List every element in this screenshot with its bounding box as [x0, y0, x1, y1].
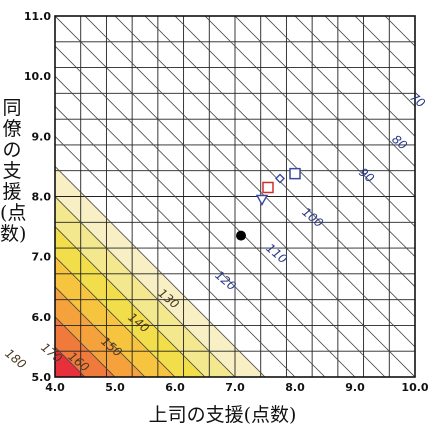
isoline	[55, 166, 266, 377]
isoline-label: 180	[2, 346, 29, 372]
isoline	[55, 256, 176, 377]
y-tick-label: 9.0	[32, 130, 52, 143]
y-tick-label: 10.0	[24, 70, 51, 83]
x-tick-label: 7.0	[225, 381, 245, 394]
isoline	[55, 286, 146, 377]
isoline	[144, 16, 415, 288]
isoline	[174, 16, 415, 258]
isoline	[384, 16, 415, 47]
isoline	[114, 16, 415, 318]
isoline	[264, 16, 415, 167]
isoline	[55, 346, 86, 377]
isoline	[55, 196, 236, 377]
isoline	[294, 16, 415, 137]
isoline	[55, 136, 296, 377]
data-point	[275, 173, 285, 184]
x-axis-label: 上司の支援(点数)	[148, 404, 297, 426]
data-point	[289, 167, 301, 180]
isoline	[204, 16, 415, 228]
isoline	[55, 16, 415, 377]
x-tick-label: 10.0	[401, 381, 428, 394]
data-point	[236, 230, 246, 241]
isoline	[84, 16, 415, 348]
isoline	[324, 16, 415, 107]
isoline	[55, 75, 356, 377]
x-tick-label: 6.0	[165, 381, 185, 394]
data-point	[255, 194, 269, 206]
isoline	[55, 316, 116, 377]
y-tick-label: 6.0	[32, 311, 52, 324]
x-tick-label: 9.0	[345, 381, 365, 394]
x-tick-label: 4.0	[45, 381, 65, 394]
isoline	[55, 45, 386, 377]
y-tick-label: 8.0	[32, 191, 52, 204]
x-tick-label: 5.0	[105, 381, 125, 394]
y-tick-label: 7.0	[32, 251, 52, 264]
y-axis-label: 同僚の支援(点数)	[0, 97, 27, 245]
isoline	[354, 16, 415, 77]
y-tick-label: 5.0	[32, 371, 52, 384]
plot-frame	[54, 15, 416, 378]
isoline	[234, 16, 415, 198]
data-point	[262, 181, 274, 194]
x-tick-label: 8.0	[285, 381, 305, 394]
y-tick-label: 11.0	[24, 10, 51, 23]
isoline	[55, 105, 326, 377]
isoline	[55, 226, 206, 377]
